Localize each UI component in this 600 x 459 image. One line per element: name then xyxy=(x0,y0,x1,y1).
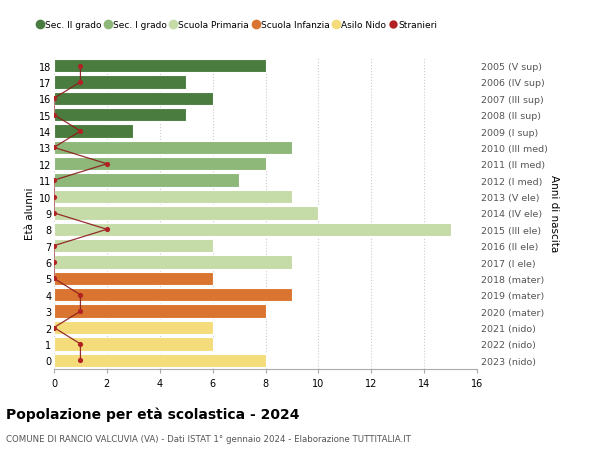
Bar xyxy=(54,256,292,269)
Point xyxy=(49,95,59,103)
Bar xyxy=(54,174,239,187)
Point xyxy=(49,242,59,250)
Bar xyxy=(54,141,292,155)
Bar xyxy=(54,76,186,90)
Text: Popolazione per età scolastica - 2024: Popolazione per età scolastica - 2024 xyxy=(6,406,299,421)
Bar xyxy=(54,305,265,318)
Bar xyxy=(54,321,212,335)
Point xyxy=(76,128,85,135)
Legend: Sec. II grado, Sec. I grado, Scuola Primaria, Scuola Infanzia, Asilo Nido, Stran: Sec. II grado, Sec. I grado, Scuola Prim… xyxy=(37,21,437,30)
Point xyxy=(49,193,59,201)
Point xyxy=(76,341,85,348)
Point xyxy=(76,63,85,70)
Bar xyxy=(54,223,451,236)
Bar xyxy=(54,190,292,204)
Point xyxy=(49,210,59,217)
Bar xyxy=(54,354,265,367)
Point xyxy=(49,177,59,185)
Point xyxy=(76,357,85,364)
Bar xyxy=(54,125,133,139)
Text: COMUNE DI RANCIO VALCUVIA (VA) - Dati ISTAT 1° gennaio 2024 - Elaborazione TUTTI: COMUNE DI RANCIO VALCUVIA (VA) - Dati IS… xyxy=(6,434,411,443)
Point xyxy=(76,291,85,299)
Y-axis label: Età alunni: Età alunni xyxy=(25,187,35,240)
Point xyxy=(76,79,85,86)
Point xyxy=(49,145,59,152)
Y-axis label: Anni di nascita: Anni di nascita xyxy=(549,175,559,252)
Point xyxy=(49,259,59,266)
Point xyxy=(102,226,112,234)
Bar xyxy=(54,109,186,122)
Bar xyxy=(54,337,212,351)
Bar xyxy=(54,240,212,253)
Bar xyxy=(54,92,212,106)
Bar xyxy=(54,272,212,285)
Point xyxy=(49,112,59,119)
Point xyxy=(102,161,112,168)
Bar xyxy=(54,207,319,220)
Bar xyxy=(54,60,265,73)
Point xyxy=(49,324,59,331)
Bar xyxy=(54,158,265,171)
Point xyxy=(49,275,59,282)
Bar xyxy=(54,288,292,302)
Point xyxy=(76,308,85,315)
